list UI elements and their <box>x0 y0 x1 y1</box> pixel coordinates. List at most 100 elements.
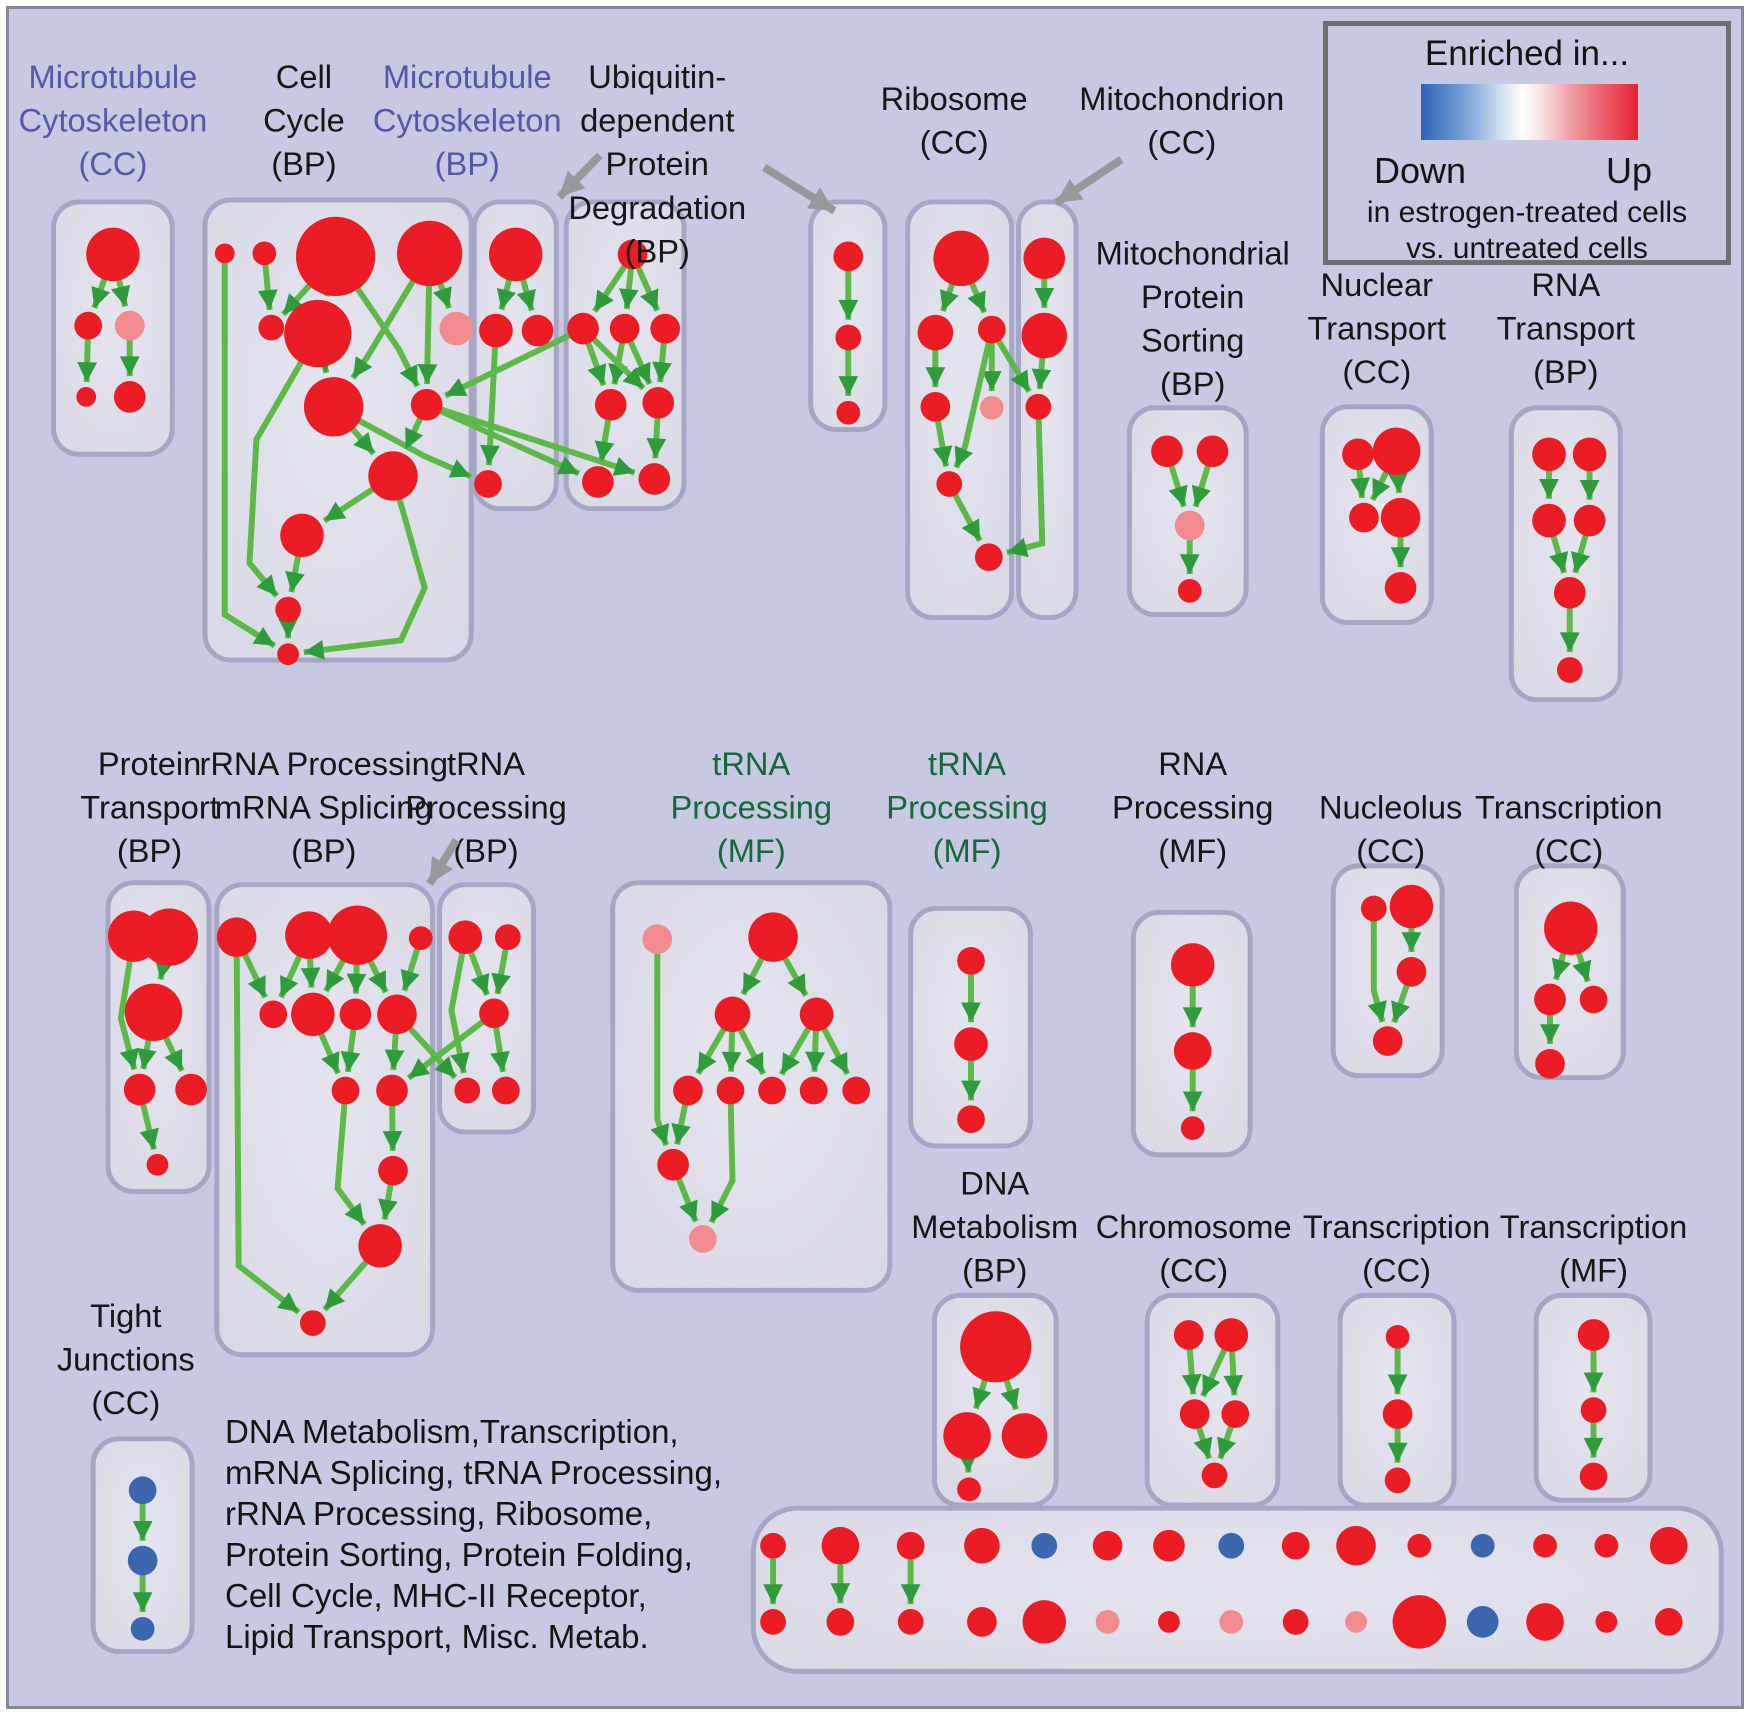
node-mcc2 <box>74 311 103 340</box>
matrix-node-top-14 <box>1594 1533 1619 1558</box>
node-rl1 <box>331 1076 360 1105</box>
edge-mtb2-mtb4 <box>480 330 500 466</box>
node-rm4 <box>377 994 417 1035</box>
label-rna-transport-bp: RNA Transport (BP) <box>1497 266 1635 390</box>
node-mtb2 <box>479 313 513 348</box>
matrix-node-top-10 <box>1336 1525 1376 1566</box>
node-cc10 <box>368 451 418 501</box>
label-trna-processing-bp: tRNA Processing (BP) <box>405 745 566 869</box>
node-g9 <box>842 1076 871 1105</box>
figure-canvas: Microtubule Cytoskeleton (CC) Cell Cycle (BP)… <box>6 6 1744 1709</box>
matrix-node-bottom-10 <box>1345 1611 1367 1633</box>
node-ux3 <box>836 400 861 425</box>
node-g11 <box>688 1225 717 1253</box>
node-mit1 <box>1023 237 1066 280</box>
edge-cc9-ub4a <box>425 402 581 477</box>
node-tb5 <box>491 1076 520 1105</box>
pointer-arrow-4 <box>426 838 460 886</box>
matrix-node-bottom-9 <box>1282 1609 1309 1635</box>
node-cc5 <box>258 314 285 341</box>
node-cc6 <box>284 299 352 368</box>
label-ribosome-cc: Ribosome (CC) <box>881 80 1028 161</box>
group-box-tight-junctions <box>90 1436 195 1655</box>
node-f3 <box>1579 985 1608 1014</box>
label-trna-processing-mf-1: tRNA Processing (MF) <box>671 745 832 869</box>
node-rr3 <box>327 905 388 965</box>
node-dm4 <box>957 1477 981 1502</box>
node-ch4 <box>1221 1400 1250 1428</box>
node-h3 <box>957 1105 985 1134</box>
matrix-node-bottom-15 <box>1654 1608 1683 1636</box>
node-e3 <box>1396 956 1427 987</box>
node-g3 <box>714 996 751 1033</box>
node-cc4 <box>396 220 463 287</box>
node-rib1 <box>933 230 989 287</box>
node-g10 <box>657 1148 689 1181</box>
legend-box: Enriched in... Down Up in estrogen-treat… <box>1323 21 1731 265</box>
legend-title: Enriched in... <box>1424 34 1630 73</box>
node-ub3b <box>642 386 675 419</box>
matrix-node-top-8 <box>1218 1532 1245 1559</box>
group-box-rrna-mrna <box>214 882 436 1358</box>
legend-gradient-bar <box>1421 84 1638 140</box>
matrix-node-bottom-2 <box>826 1608 855 1636</box>
matrix-node-top-4 <box>964 1527 1000 1564</box>
annotation-arrows <box>426 152 1124 886</box>
label-rrna-processing-mrna-splicing-bp: rRNA Processing mRNA Splicing (BP) <box>199 745 448 869</box>
network-diagram: Microtubule Cytoskeleton (CC) Cell Cycle (BP)… <box>19 58 1724 1674</box>
node-tb3 <box>479 998 509 1029</box>
node-pt3 <box>124 983 183 1042</box>
node-ux1 <box>833 241 864 272</box>
node-nt2 <box>1372 427 1421 476</box>
node-g2 <box>748 912 798 962</box>
label-chromosome-cc: Chromosome (CC) <box>1096 1208 1292 1289</box>
caption-line: Cell Cycle, MHC-II Receptor, <box>225 1577 647 1614</box>
pointer-arrow-2 <box>762 163 837 215</box>
node-rib2 <box>917 314 954 351</box>
node-g5 <box>673 1075 703 1106</box>
label-transcription-cc-mid: Transcription (CC) <box>1475 788 1662 869</box>
node-rm2 <box>291 992 335 1037</box>
matrix-node-bottom-11 <box>1392 1595 1447 1649</box>
node-rm1 <box>259 1000 288 1029</box>
node-d3 <box>1180 1116 1205 1141</box>
node-cc1 <box>214 243 235 264</box>
node-h1 <box>957 947 985 975</box>
caption-line: mRNA Splicing, tRNA Processing, <box>225 1454 723 1491</box>
legend-down-label: Down <box>1374 150 1467 191</box>
node-cc9 <box>410 388 443 421</box>
node-pt4 <box>123 1073 156 1106</box>
legend-subtitle-2: vs. untreated cells <box>1406 232 1648 265</box>
label-mitochondrion-cc: Mitochondrion (CC) <box>1079 80 1284 161</box>
node-ms4 <box>1177 578 1202 603</box>
label-nucleolus-cc: Nucleolus (CC) <box>1319 788 1462 869</box>
label-cell-cycle-bp: Cell Cycle (BP) <box>263 58 345 182</box>
node-rr1 <box>216 917 257 957</box>
node-cc2 <box>252 241 277 266</box>
node-rn1 <box>378 1155 408 1186</box>
node-cc13 <box>277 643 299 666</box>
node-rt1 <box>1532 437 1566 472</box>
node-t4a <box>1577 1319 1610 1351</box>
node-rib6 <box>936 471 963 497</box>
pointer-arrow-3 <box>1053 156 1124 207</box>
legend-subtitle-1: in estrogen-treated cells <box>1366 196 1688 229</box>
label-mitochondrial-protein-sorting-bp: Mitochondrial Protein Sorting (BP) <box>1096 234 1290 402</box>
node-ux2 <box>835 324 862 351</box>
node-rl2 <box>376 1074 408 1107</box>
node-rr2 <box>285 911 333 959</box>
matrix-node-top-9 <box>1281 1531 1310 1560</box>
node-g6 <box>716 1076 745 1105</box>
node-dm1 <box>960 1311 1032 1383</box>
node-ub4b <box>638 463 671 495</box>
node-mcc5 <box>113 381 146 413</box>
edge-cc8-mtb4 <box>332 404 472 480</box>
node-h2 <box>954 1027 988 1061</box>
node-g7 <box>758 1076 786 1105</box>
node-rr4 <box>408 926 433 951</box>
node-mcc4 <box>76 386 97 407</box>
label-rna-processing-mf: RNA Processing (MF) <box>1112 745 1273 869</box>
node-ub2c <box>650 313 681 344</box>
node-g4 <box>799 997 834 1032</box>
